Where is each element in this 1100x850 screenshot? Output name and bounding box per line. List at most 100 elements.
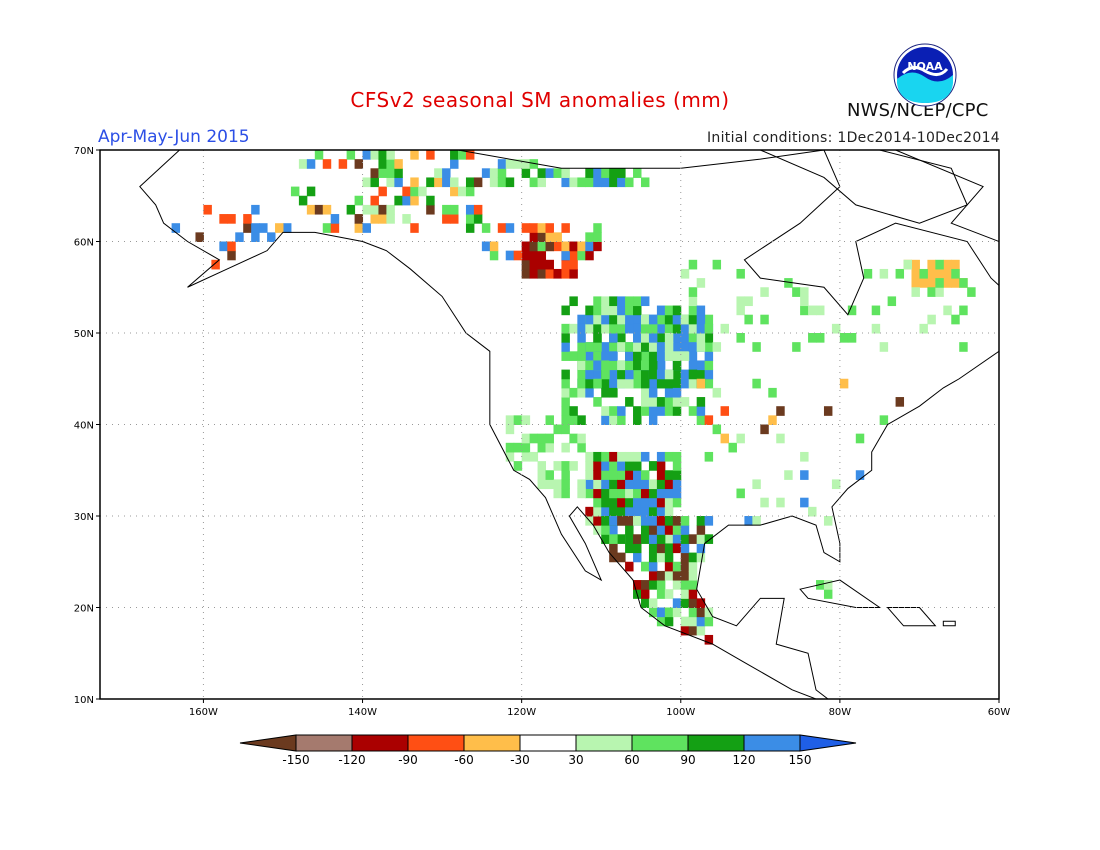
anomaly-cell bbox=[696, 342, 706, 352]
anomaly-cell bbox=[935, 259, 944, 270]
anomaly-cell bbox=[640, 360, 650, 371]
anomaly-cell bbox=[927, 314, 936, 325]
anomaly-cell bbox=[808, 333, 817, 343]
anomaly-cell bbox=[609, 497, 618, 508]
colorbar-box bbox=[631, 734, 689, 752]
anomaly-cell bbox=[617, 461, 626, 471]
anomaly-cell bbox=[633, 378, 642, 389]
anomaly-cell bbox=[784, 470, 793, 480]
colorbar-box bbox=[575, 734, 633, 752]
anomaly-cell bbox=[672, 580, 682, 590]
anomaly-cell bbox=[569, 406, 578, 416]
anomaly-cell bbox=[664, 342, 674, 352]
anomaly-cell bbox=[473, 214, 483, 224]
anomaly-cell bbox=[609, 506, 618, 517]
anomaly-cell bbox=[935, 287, 944, 297]
colorbar-box bbox=[687, 734, 745, 752]
anomaly-cell bbox=[704, 342, 714, 352]
anomaly-cell bbox=[426, 177, 435, 188]
anomaly-cell bbox=[529, 223, 539, 233]
anomaly-cell bbox=[633, 470, 642, 480]
anomaly-cell bbox=[696, 616, 706, 627]
anomaly-cell bbox=[585, 506, 594, 517]
anomaly-cell bbox=[537, 168, 547, 178]
anomaly-cell bbox=[680, 314, 690, 325]
colorbar-box bbox=[295, 734, 353, 752]
anomaly-cell bbox=[577, 488, 586, 499]
anomaly-cell bbox=[831, 479, 841, 490]
anomaly-cell bbox=[601, 415, 610, 425]
anomaly-cell bbox=[633, 497, 642, 508]
anomaly-cell bbox=[656, 351, 666, 361]
anomaly-cell bbox=[537, 250, 547, 261]
anomaly-cell bbox=[648, 360, 658, 371]
anomaly-cell bbox=[688, 616, 698, 627]
anomaly-cell bbox=[680, 570, 690, 581]
anomaly-cell bbox=[569, 268, 578, 279]
anomaly-cell bbox=[577, 433, 586, 444]
anomaly-cell bbox=[521, 259, 531, 270]
anomaly-cell bbox=[593, 351, 602, 361]
anomaly-cell bbox=[434, 168, 443, 178]
anomaly-cell bbox=[593, 177, 602, 188]
anomaly-cell bbox=[704, 415, 714, 425]
anomaly-cell bbox=[664, 406, 674, 416]
anomaly-cell bbox=[704, 314, 714, 325]
anomaly-cell bbox=[736, 333, 745, 343]
anomaly-cell bbox=[648, 534, 658, 544]
anomaly-cell bbox=[553, 241, 562, 252]
anomaly-cell bbox=[585, 451, 594, 462]
anomaly-cell bbox=[465, 204, 475, 215]
anomaly-cell bbox=[664, 525, 674, 535]
anomaly-cell bbox=[545, 168, 554, 178]
anomaly-cell bbox=[617, 333, 626, 343]
anomaly-cell bbox=[656, 616, 666, 627]
anomaly-cell bbox=[410, 223, 419, 233]
anomaly-cell bbox=[680, 616, 690, 627]
lat-tick-label: 20N bbox=[74, 604, 94, 615]
anomaly-cell bbox=[545, 415, 554, 425]
anomaly-cell bbox=[505, 442, 515, 453]
anomaly-cell bbox=[648, 342, 658, 352]
anomaly-cell bbox=[664, 397, 674, 407]
anomaly-cell bbox=[537, 259, 547, 270]
anomaly-cell bbox=[672, 333, 682, 343]
anomaly-cell bbox=[529, 250, 539, 261]
anomaly-cell bbox=[863, 268, 873, 279]
anomaly-cell bbox=[585, 168, 594, 178]
anomaly-cell bbox=[593, 461, 602, 471]
anomaly-cell bbox=[816, 333, 825, 343]
anomaly-cell bbox=[609, 451, 618, 462]
anomaly-cell bbox=[354, 223, 364, 233]
anomaly-cell bbox=[640, 561, 650, 572]
anomaly-cell bbox=[625, 305, 634, 316]
anomaly-cell bbox=[696, 305, 706, 316]
anomaly-cell bbox=[879, 415, 889, 425]
colorbar-label: -30 bbox=[510, 753, 530, 767]
anomaly-cell bbox=[569, 250, 578, 261]
lon-tick-label: 140W bbox=[348, 707, 377, 718]
anomaly-cell bbox=[609, 534, 618, 544]
anomaly-cell bbox=[696, 323, 706, 334]
anomaly-cell bbox=[680, 397, 690, 407]
anomaly-cell bbox=[656, 342, 666, 352]
anomaly-cell bbox=[625, 296, 634, 307]
anomaly-cell bbox=[569, 296, 578, 307]
anomaly-cell bbox=[593, 397, 602, 407]
anomaly-cell bbox=[561, 406, 570, 416]
anomaly-cell bbox=[426, 150, 435, 160]
anomaly-cell bbox=[553, 479, 562, 490]
anomaly-cell bbox=[672, 598, 682, 608]
anomaly-cell bbox=[831, 323, 841, 334]
anomaly-cell bbox=[911, 268, 920, 279]
anomaly-cell bbox=[656, 543, 666, 554]
lat-tick-label: 40N bbox=[74, 421, 94, 432]
anomaly-cell bbox=[680, 323, 690, 334]
anomaly-cell bbox=[593, 232, 602, 242]
anomaly-cell bbox=[688, 296, 698, 307]
anomaly-cell bbox=[585, 351, 594, 361]
anomaly-cell bbox=[919, 268, 928, 279]
anomaly-cell bbox=[640, 406, 650, 416]
anomaly-cell bbox=[282, 223, 292, 233]
anomaly-cell bbox=[696, 314, 706, 325]
